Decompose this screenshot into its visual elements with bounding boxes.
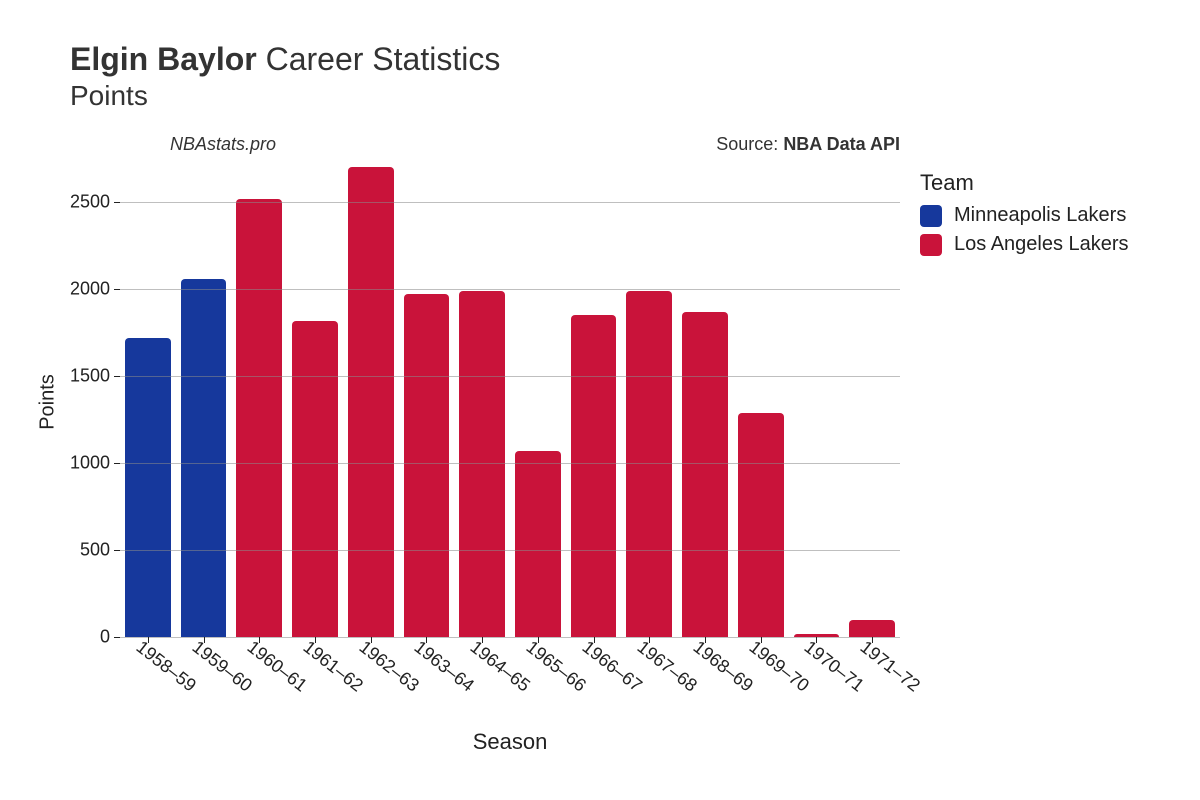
legend-swatch [920,205,942,227]
chart-title-block: Elgin Baylor Career Statistics Points [20,40,1180,112]
x-tick-label: 1969–70 [745,637,813,697]
y-tick-mark [114,289,120,290]
y-tick-label: 1500 [70,366,120,387]
bar [348,167,394,637]
x-tick-label: 1963–64 [410,637,478,697]
title-rest: Career Statistics [266,41,501,77]
chart-subtitle: Points [70,80,1180,112]
bar [849,620,895,637]
bar [292,321,338,638]
plot-area: Points Season 050010001500200025001958–5… [120,167,900,637]
x-tick-label: 1958–59 [132,637,200,697]
x-tick-label: 1966–67 [577,637,645,697]
chart-title: Elgin Baylor Career Statistics [70,40,1180,78]
annotation-row: NBAstats.pro Source: NBA Data API [20,134,1180,155]
bar [125,338,171,637]
y-tick-mark [114,550,120,551]
source-value: NBA Data API [783,134,900,154]
x-tick-label: 1968–69 [689,637,757,697]
x-tick-label: 1971–72 [856,637,924,697]
chart-container: Elgin Baylor Career Statistics Points NB… [0,0,1200,800]
bar [236,199,282,638]
x-tick-label: 1964–65 [466,637,534,697]
bar [682,312,728,638]
legend-swatch [920,234,942,256]
legend: Team Minneapolis Lakers Los Angeles Laker… [920,170,1129,262]
bar [181,279,227,638]
legend-label: Minneapolis Lakers [954,204,1126,227]
x-tick-label: 1959–60 [187,637,255,697]
gridline [120,376,900,377]
bars-layer [120,167,900,637]
y-tick-mark [114,637,120,638]
x-tick-label: 1961–62 [299,637,367,697]
x-tick-label: 1962–63 [355,637,423,697]
gridline [120,637,900,638]
y-tick-label: 2000 [70,279,120,300]
bar [738,413,784,638]
bar [404,294,450,637]
bar [571,315,617,637]
data-source: Source: NBA Data API [716,134,900,155]
y-axis-label: Points [37,375,60,431]
gridline [120,202,900,203]
y-tick-label: 2500 [70,192,120,213]
gridline [120,550,900,551]
y-tick-mark [114,202,120,203]
x-tick-label: 1960–61 [243,637,311,697]
x-tick-label: 1965–66 [522,637,590,697]
title-player-name: Elgin Baylor [70,41,257,77]
bar [515,451,561,637]
legend-item: Los Angeles Lakers [920,233,1129,256]
legend-items: Minneapolis Lakers Los Angeles Lakers [920,204,1129,256]
legend-title: Team [920,170,1129,196]
site-attribution: NBAstats.pro [170,134,276,155]
x-tick-label: 1970–71 [800,637,868,697]
y-tick-mark [114,463,120,464]
gridline [120,289,900,290]
legend-label: Los Angeles Lakers [954,233,1129,256]
y-tick-mark [114,376,120,377]
gridline [120,463,900,464]
source-label: Source: [716,134,783,154]
x-axis-label: Season [473,729,548,755]
legend-item: Minneapolis Lakers [920,204,1129,227]
x-tick-label: 1967–68 [633,637,701,697]
y-tick-label: 1000 [70,453,120,474]
